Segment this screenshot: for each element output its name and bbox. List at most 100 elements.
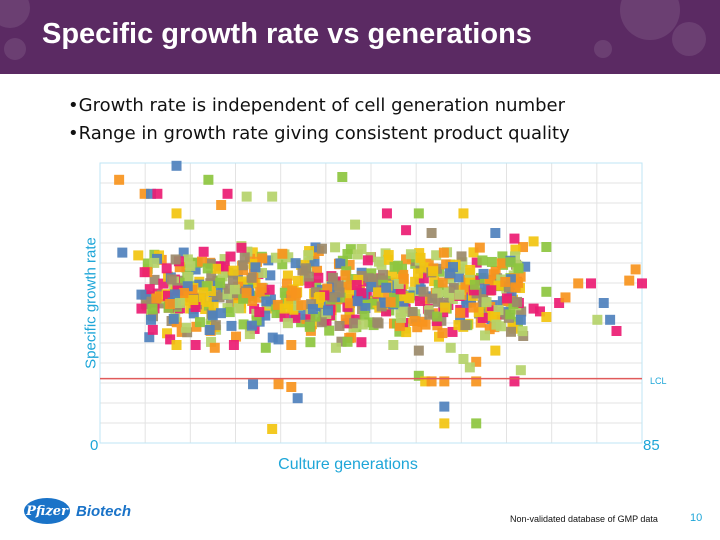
footnote: Non-validated database of GMP data <box>510 514 658 524</box>
data-point <box>311 279 322 290</box>
data-point <box>291 288 302 299</box>
data-point <box>394 326 405 337</box>
data-point <box>114 174 125 185</box>
data-point <box>261 296 272 307</box>
data-point <box>334 287 345 298</box>
x-tick-label-min: 0 <box>90 437 99 454</box>
data-point <box>238 293 249 304</box>
data-point <box>251 315 262 326</box>
data-point <box>174 298 185 309</box>
data-point <box>238 319 249 330</box>
data-point <box>324 325 335 336</box>
data-point <box>344 259 355 270</box>
data-point <box>246 272 257 283</box>
data-point <box>296 309 307 320</box>
data-point <box>217 271 228 282</box>
data-point <box>528 236 539 247</box>
data-point <box>334 320 345 331</box>
data-point <box>215 308 226 319</box>
data-point <box>410 276 421 287</box>
title-banner: Specific growth rate vs generations <box>0 0 720 74</box>
data-point <box>227 274 238 285</box>
data-point <box>357 319 368 330</box>
data-point <box>448 282 459 293</box>
data-point <box>247 295 258 306</box>
data-point <box>352 249 363 260</box>
data-point <box>493 280 504 291</box>
data-point <box>206 270 217 281</box>
data-point <box>456 251 467 262</box>
data-point <box>486 285 497 296</box>
data-point <box>427 293 438 304</box>
data-point <box>373 256 384 267</box>
data-point <box>312 265 323 276</box>
data-point <box>226 320 237 331</box>
data-point <box>356 288 367 299</box>
data-point <box>468 247 479 258</box>
data-point <box>389 261 400 272</box>
data-point <box>356 244 367 255</box>
data-point <box>322 305 333 316</box>
data-point <box>424 309 435 320</box>
data-point <box>271 308 282 319</box>
data-point <box>592 314 603 325</box>
data-point <box>488 269 499 280</box>
data-point <box>136 289 147 300</box>
data-point <box>444 268 455 279</box>
data-point <box>158 278 169 289</box>
data-point <box>228 265 239 276</box>
data-point <box>256 282 267 293</box>
data-point <box>397 263 408 274</box>
data-point <box>349 318 360 329</box>
data-point <box>194 317 205 328</box>
data-point <box>170 289 181 300</box>
data-point <box>471 376 482 387</box>
data-point <box>385 297 396 308</box>
data-point <box>303 250 314 261</box>
data-point <box>263 255 274 266</box>
data-point <box>413 370 424 381</box>
data-point <box>224 283 235 294</box>
data-point <box>267 191 278 202</box>
data-point <box>490 345 501 356</box>
data-point <box>431 250 442 261</box>
data-point <box>624 275 635 286</box>
data-point <box>401 327 412 338</box>
data-point <box>210 263 221 274</box>
data-point <box>304 278 315 289</box>
data-point <box>505 309 516 320</box>
data-point <box>541 286 552 297</box>
data-point <box>162 290 173 301</box>
pfizer-logo-mark: Pfizer <box>24 498 70 524</box>
slide-title: Specific growth rate vs generations <box>42 18 532 50</box>
data-point <box>197 256 208 267</box>
data-point <box>420 319 431 330</box>
data-point <box>198 287 209 298</box>
data-point <box>208 300 219 311</box>
bullet-list: •Growth rate is independent of cell gene… <box>68 92 570 148</box>
data-point <box>246 320 257 331</box>
data-point <box>420 376 431 387</box>
data-point <box>356 337 367 348</box>
data-point <box>182 254 193 265</box>
data-point <box>340 314 351 325</box>
data-point <box>432 311 443 322</box>
data-point <box>515 314 526 325</box>
data-point <box>364 273 375 284</box>
data-point <box>509 233 520 244</box>
data-point <box>292 275 303 286</box>
data-point <box>139 188 150 199</box>
data-point <box>210 320 221 331</box>
data-point <box>216 200 227 210</box>
data-point <box>190 302 201 313</box>
data-point <box>161 263 172 274</box>
data-point <box>139 267 150 278</box>
data-point <box>512 296 523 307</box>
data-point <box>204 325 215 336</box>
data-point <box>505 303 516 314</box>
data-point <box>273 334 284 345</box>
data-point <box>304 257 315 268</box>
data-point <box>496 258 507 269</box>
data-point <box>500 276 511 287</box>
data-point <box>353 274 364 285</box>
